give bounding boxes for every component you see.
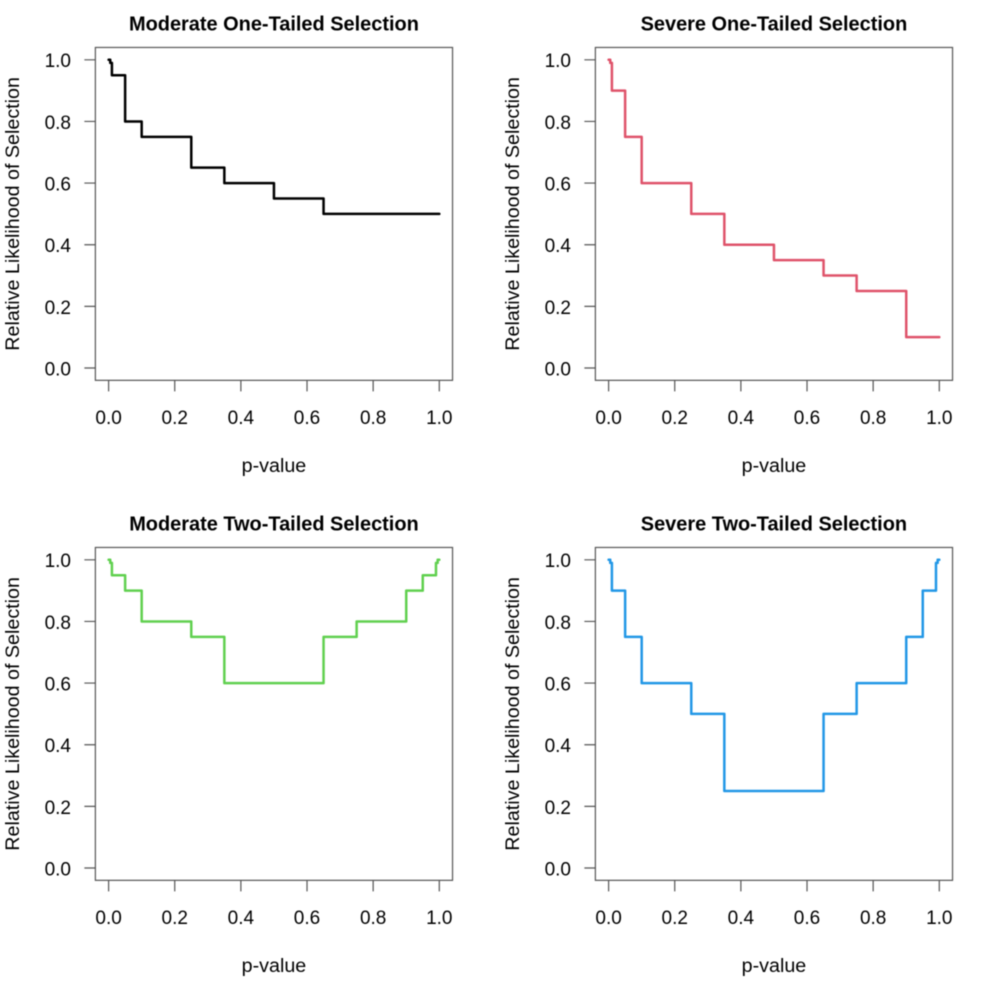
svg-text:0.0: 0.0 [45,359,71,380]
svg-text:0.8: 0.8 [860,408,886,429]
svg-text:0.2: 0.2 [162,408,188,429]
svg-text:0.0: 0.0 [595,408,621,429]
svg-text:p-value: p-value [242,955,307,977]
svg-text:0.0: 0.0 [545,859,571,880]
svg-text:1.0: 1.0 [45,551,71,572]
svg-text:0.0: 0.0 [95,408,121,429]
svg-text:0.4: 0.4 [45,236,72,257]
svg-text:0.4: 0.4 [45,736,72,757]
svg-text:Moderate Two-Tailed Selection: Moderate Two-Tailed Selection [129,513,419,535]
svg-text:0.2: 0.2 [662,408,688,429]
svg-text:0.4: 0.4 [545,236,572,257]
svg-text:0.4: 0.4 [728,408,755,429]
svg-text:1.0: 1.0 [545,551,571,572]
svg-text:0.2: 0.2 [45,298,71,319]
svg-text:0.8: 0.8 [45,113,71,134]
svg-text:0.4: 0.4 [728,908,755,929]
svg-text:Relative Likelihood of Selecti: Relative Likelihood of Selection [502,77,524,351]
svg-text:0.6: 0.6 [45,674,71,695]
svg-text:Relative Likelihood of Selecti: Relative Likelihood of Selection [2,77,24,351]
svg-text:0.8: 0.8 [360,408,386,429]
svg-text:0.2: 0.2 [45,798,71,819]
svg-text:0.6: 0.6 [794,408,820,429]
svg-text:1.0: 1.0 [426,408,452,429]
svg-text:0.6: 0.6 [45,174,71,195]
svg-text:0.6: 0.6 [794,908,820,929]
svg-text:0.8: 0.8 [545,613,571,634]
svg-text:Severe One-Tailed Selection: Severe One-Tailed Selection [641,13,908,35]
svg-text:p-value: p-value [742,955,807,977]
svg-text:0.8: 0.8 [45,613,71,634]
svg-text:0.2: 0.2 [662,908,688,929]
svg-text:Relative Likelihood of Selecti: Relative Likelihood of Selection [2,577,24,851]
svg-text:1.0: 1.0 [926,408,952,429]
svg-text:p-value: p-value [242,455,307,477]
svg-text:0.0: 0.0 [545,359,571,380]
svg-text:0.0: 0.0 [45,859,71,880]
svg-text:Moderate One-Tailed Selection: Moderate One-Tailed Selection [129,13,419,35]
svg-text:0.4: 0.4 [545,736,572,757]
svg-text:0.4: 0.4 [228,908,255,929]
svg-text:0.6: 0.6 [294,908,320,929]
svg-text:1.0: 1.0 [426,908,452,929]
svg-text:0.6: 0.6 [545,674,571,695]
svg-text:0.6: 0.6 [545,174,571,195]
svg-text:p-value: p-value [742,455,807,477]
svg-text:1.0: 1.0 [45,51,71,72]
svg-text:0.0: 0.0 [95,908,121,929]
svg-text:0.2: 0.2 [545,298,571,319]
svg-text:0.8: 0.8 [860,908,886,929]
svg-text:0.0: 0.0 [595,908,621,929]
svg-text:1.0: 1.0 [545,51,571,72]
svg-text:0.6: 0.6 [294,408,320,429]
svg-text:Severe Two-Tailed Selection: Severe Two-Tailed Selection [641,513,907,535]
svg-text:0.4: 0.4 [228,408,255,429]
svg-text:0.8: 0.8 [545,113,571,134]
svg-text:1.0: 1.0 [926,908,952,929]
svg-text:Relative Likelihood of Selecti: Relative Likelihood of Selection [502,577,524,851]
svg-text:0.2: 0.2 [545,798,571,819]
svg-text:0.2: 0.2 [162,908,188,929]
svg-text:0.8: 0.8 [360,908,386,929]
